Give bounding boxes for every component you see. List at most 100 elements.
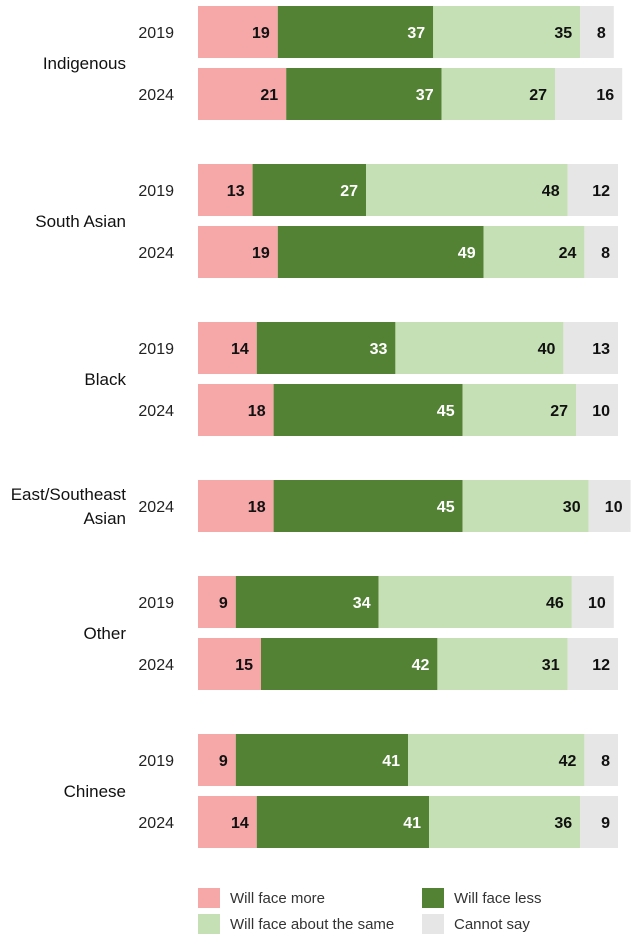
legend-swatch (422, 888, 444, 908)
year-label-east-southeast-asian-2024: 2024 (138, 499, 174, 516)
group-label-indigenous: Indigenous (43, 54, 126, 73)
data-label-will-face-about-the-same: 46 (546, 595, 564, 612)
group-label-line: Other (83, 624, 126, 643)
group-label-south-asian: South Asian (35, 212, 126, 231)
year-label-indigenous-2019: 2019 (138, 25, 174, 42)
year-label-black-2024: 2024 (138, 403, 174, 420)
bar-segment-cannot-say (576, 384, 618, 436)
data-label-will-face-about-the-same: 36 (554, 815, 572, 832)
bar-segment-will-face-more (198, 576, 236, 628)
year-label-black-2019: 2019 (138, 341, 174, 358)
group-label-line: East/Southeast (11, 485, 127, 504)
bar-segment-cannot-say (571, 576, 614, 628)
data-label-cannot-say: 16 (596, 87, 614, 104)
data-label-will-face-less: 49 (458, 245, 476, 262)
bar-segment-will-face-about-the-same (462, 384, 576, 436)
data-label-will-face-more: 19 (252, 245, 270, 262)
bar-segment-will-face-less (273, 384, 463, 436)
legend-item-cannot-say: Cannot say (422, 914, 622, 934)
data-label-will-face-more: 18 (248, 499, 266, 516)
data-label-cannot-say: 10 (605, 499, 623, 516)
data-label-will-face-less: 33 (370, 341, 388, 358)
bar-segment-will-face-about-the-same (462, 480, 589, 532)
data-label-will-face-more: 15 (235, 657, 253, 674)
bar-segment-will-face-more (198, 384, 274, 436)
group-label-line: Chinese (64, 782, 126, 801)
bar-segment-will-face-about-the-same (366, 164, 568, 216)
bar-segment-cannot-say (588, 480, 631, 532)
year-label-chinese-2019: 2019 (138, 753, 174, 770)
bar-segment-will-face-less (235, 576, 379, 628)
bar-segment-will-face-less (277, 226, 484, 278)
group-label-east-southeast-asian: East/Southeast Asian (11, 485, 127, 528)
bar-segment-cannot-say (580, 6, 614, 58)
data-label-will-face-less: 45 (437, 499, 455, 516)
bar-segment-cannot-say (555, 68, 623, 120)
data-label-will-face-about-the-same: 35 (554, 25, 572, 42)
bar-segment-will-face-about-the-same (429, 796, 581, 848)
group-label-line: Black (84, 370, 126, 389)
year-label-south-asian-2024: 2024 (138, 245, 174, 262)
bar-segment-cannot-say (584, 226, 618, 278)
data-label-will-face-more: 19 (252, 25, 270, 42)
bar-segment-will-face-about-the-same (483, 226, 585, 278)
data-label-cannot-say: 12 (592, 183, 610, 200)
bar-segment-cannot-say (563, 322, 618, 374)
group-label-chinese: Chinese (64, 782, 126, 801)
legend-swatch (422, 914, 444, 934)
bar-segment-will-face-about-the-same (437, 638, 568, 690)
bar-segment-will-face-less (273, 480, 463, 532)
data-label-cannot-say: 12 (592, 657, 610, 674)
data-label-cannot-say: 10 (592, 403, 610, 420)
bar-segment-cannot-say (584, 734, 618, 786)
bar-segment-cannot-say (567, 638, 618, 690)
bar-segment-will-face-less (261, 638, 438, 690)
data-label-cannot-say: 9 (601, 815, 610, 832)
bar-segment-cannot-say (567, 164, 618, 216)
data-label-will-face-about-the-same: 31 (542, 657, 560, 674)
data-label-will-face-about-the-same: 48 (542, 183, 560, 200)
bar-segment-will-face-more (198, 734, 236, 786)
bar-segment-will-face-more (198, 68, 287, 120)
legend-label: Will face more (230, 889, 326, 907)
bar-segment-will-face-more (198, 322, 257, 374)
chart-legend: Will face more Will face less Will face … (198, 888, 618, 934)
data-label-will-face-less: 37 (407, 25, 425, 42)
legend-label: Cannot say (454, 915, 530, 933)
data-label-will-face-less: 41 (382, 753, 400, 770)
data-label-cannot-say: 8 (601, 753, 610, 770)
legend-item-will-face-more: Will face more (198, 888, 398, 908)
bar-segment-will-face-more (198, 226, 278, 278)
bar-segment-will-face-less (235, 734, 408, 786)
bar-segment-will-face-more (198, 796, 257, 848)
bar-segment-will-face-about-the-same (395, 322, 564, 374)
bar-segment-will-face-about-the-same (441, 68, 555, 120)
data-label-will-face-more: 14 (231, 815, 249, 832)
legend-swatch (198, 914, 220, 934)
bar-segment-will-face-more (198, 164, 253, 216)
legend-label: Will face about the same (230, 915, 395, 933)
bar-segment-will-face-less (286, 68, 442, 120)
legend-item-will-face-about-the-same: Will face about the same (198, 914, 398, 934)
group-label-line: South Asian (35, 212, 126, 231)
data-label-will-face-more: 21 (260, 87, 278, 104)
data-label-will-face-about-the-same: 30 (563, 499, 581, 516)
bar-segment-will-face-about-the-same (408, 734, 585, 786)
data-label-will-face-about-the-same: 27 (550, 403, 568, 420)
data-label-will-face-less: 37 (416, 87, 434, 104)
group-label-line: Indigenous (43, 54, 126, 73)
data-label-will-face-less: 34 (353, 595, 371, 612)
year-label-south-asian-2019: 2019 (138, 183, 174, 200)
data-label-will-face-less: 45 (437, 403, 455, 420)
year-label-chinese-2024: 2024 (138, 815, 174, 832)
bar-segment-will-face-more (198, 638, 261, 690)
bar-segment-will-face-less (256, 322, 396, 374)
data-label-will-face-less: 41 (403, 815, 421, 832)
data-label-will-face-about-the-same: 27 (529, 87, 547, 104)
bar-segment-will-face-about-the-same (378, 576, 572, 628)
legend-swatch (198, 888, 220, 908)
data-label-will-face-about-the-same: 42 (559, 753, 577, 770)
data-label-cannot-say: 8 (601, 245, 610, 262)
data-label-cannot-say: 8 (597, 25, 606, 42)
data-label-will-face-less: 42 (412, 657, 430, 674)
